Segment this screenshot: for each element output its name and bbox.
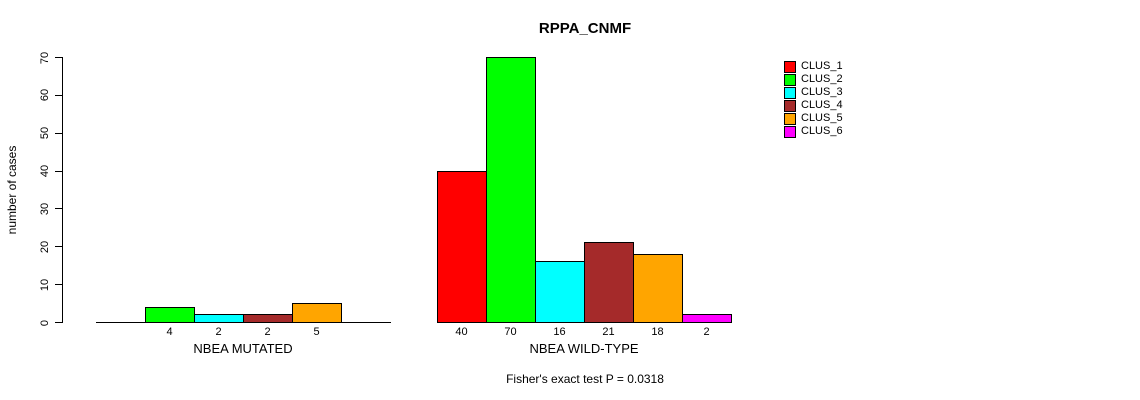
x-group-label: NBEA MUTATED: [193, 341, 293, 356]
bar-clus_3: [535, 261, 585, 323]
legend-item-label: CLUS_6: [801, 125, 843, 137]
y-axis-tick-label: 30: [39, 202, 51, 216]
bar-clus_1: [437, 171, 487, 323]
legend-swatch-clus_5: [784, 112, 796, 125]
legend: CLUS_1 CLUS_2 CLUS_3 CLUS_4 CLUS_5 CLUS_6: [784, 60, 843, 138]
y-axis-tick: [55, 284, 62, 286]
y-axis-tick-label: 20: [39, 240, 51, 253]
bar-value-label: 2: [264, 326, 271, 338]
bar-clus_4: [584, 242, 634, 323]
legend-swatch-clus_4: [784, 99, 796, 112]
legend-item-label: CLUS_5: [801, 112, 843, 124]
y-axis-tick: [55, 170, 62, 172]
x-group-label: NBEA WILD-TYPE: [529, 341, 639, 356]
legend-swatch-clus_1: [784, 60, 796, 73]
y-axis-label: number of cases: [5, 145, 19, 235]
bar-clus_2: [486, 57, 536, 323]
y-axis-tick-label: 60: [39, 89, 51, 102]
bar-value-label: 18: [651, 326, 664, 338]
y-axis-tick-label: 40: [39, 164, 51, 178]
fisher-test-annotation: Fisher's exact test P = 0.0318: [506, 372, 664, 386]
bar-clus_2: [145, 307, 195, 323]
y-axis-line: [62, 57, 63, 323]
legend-swatch-clus_3: [784, 86, 796, 99]
y-axis-tick-label: 10: [39, 278, 51, 291]
bar-value-label: 21: [602, 326, 615, 338]
bar-clus_3: [194, 314, 244, 323]
legend-swatch-clus_6: [784, 125, 796, 138]
bar-value-label: 40: [455, 326, 468, 338]
bar-value-label: 5: [313, 326, 320, 338]
bar-clus_4: [243, 314, 293, 323]
y-axis-tick: [55, 57, 62, 58]
legend-item: CLUS_6: [784, 125, 843, 138]
y-axis-tick: [55, 246, 62, 248]
legend-item-label: CLUS_3: [801, 86, 843, 98]
legend-item-label: CLUS_1: [801, 60, 843, 72]
legend-item: CLUS_1: [784, 60, 843, 73]
y-axis-tick-label: 0: [39, 319, 51, 326]
legend-item: CLUS_5: [784, 112, 843, 125]
legend-swatch-clus_2: [784, 73, 796, 86]
bar-clus_6: [682, 314, 732, 323]
legend-item: CLUS_4: [784, 99, 843, 112]
y-axis-tick-label: 50: [39, 127, 51, 140]
bar-clus_5: [633, 254, 683, 323]
bar-value-label: 2: [215, 326, 222, 338]
chart-title: RPPA_CNMF: [538, 20, 632, 37]
y-axis-tick: [55, 132, 62, 134]
legend-item: CLUS_3: [784, 86, 843, 99]
bar-value-label: 2: [703, 326, 710, 338]
bar-value-label: 70: [504, 326, 517, 338]
legend-item-label: CLUS_4: [801, 99, 843, 111]
legend-item-label: CLUS_2: [801, 73, 843, 85]
y-axis-tick: [55, 322, 62, 323]
bar-value-label: 16: [553, 326, 566, 338]
legend-item: CLUS_2: [784, 73, 843, 86]
bar-clus_5: [292, 303, 342, 323]
y-axis-tick-label: 70: [39, 51, 51, 64]
y-axis-tick: [55, 208, 62, 210]
y-axis-tick: [55, 94, 62, 96]
bar-value-label: 4: [166, 326, 173, 338]
